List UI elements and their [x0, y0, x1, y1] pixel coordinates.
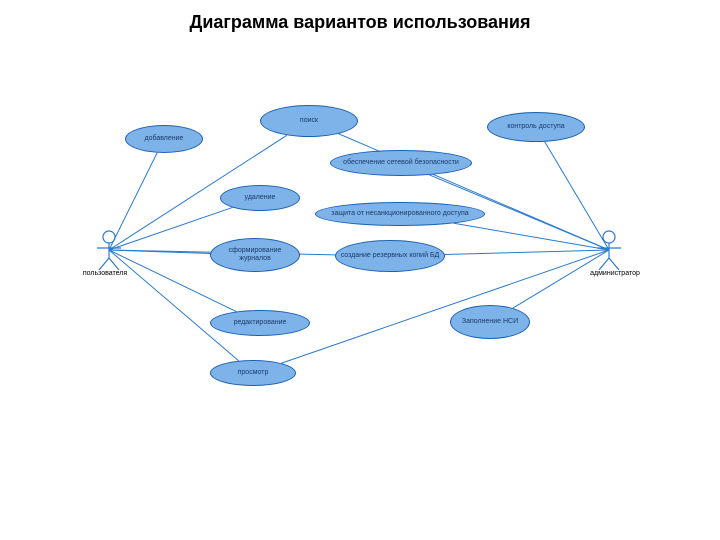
usecase-edit: редактирование [210, 310, 310, 336]
usecase-backup: создание резервных копий БД [335, 240, 445, 272]
edge [445, 250, 609, 254]
diagram-canvas: добавление поиск контроль доступа обеспечен… [80, 70, 640, 450]
page-title: Диаграмма вариантов использования [0, 12, 720, 33]
edge [109, 250, 239, 361]
edge [109, 250, 210, 253]
actor-label-admin: администратор [580, 270, 650, 277]
edge [281, 250, 609, 363]
usecase-nsi: Заполнение НСИ [450, 305, 530, 339]
usecase-access: контроль доступа [487, 112, 585, 142]
actor-user [95, 230, 123, 270]
usecase-delete: удаление [220, 185, 300, 211]
usecase-netsec: обеспечение сетевой безопасности [330, 150, 472, 176]
usecase-add: добавление [125, 125, 203, 153]
usecase-unauth: защита от несанкционированного доступа [315, 202, 485, 226]
edge [454, 223, 609, 250]
actor-label-user: пользователя [75, 270, 135, 277]
usecase-search: поиск [260, 105, 358, 137]
actor-icon [95, 230, 123, 270]
usecase-view: просмотр [210, 360, 296, 386]
usecase-logs: сформирование журналов [210, 238, 300, 272]
actor-admin [595, 230, 623, 270]
edge [109, 207, 233, 250]
actor-icon [595, 230, 623, 270]
